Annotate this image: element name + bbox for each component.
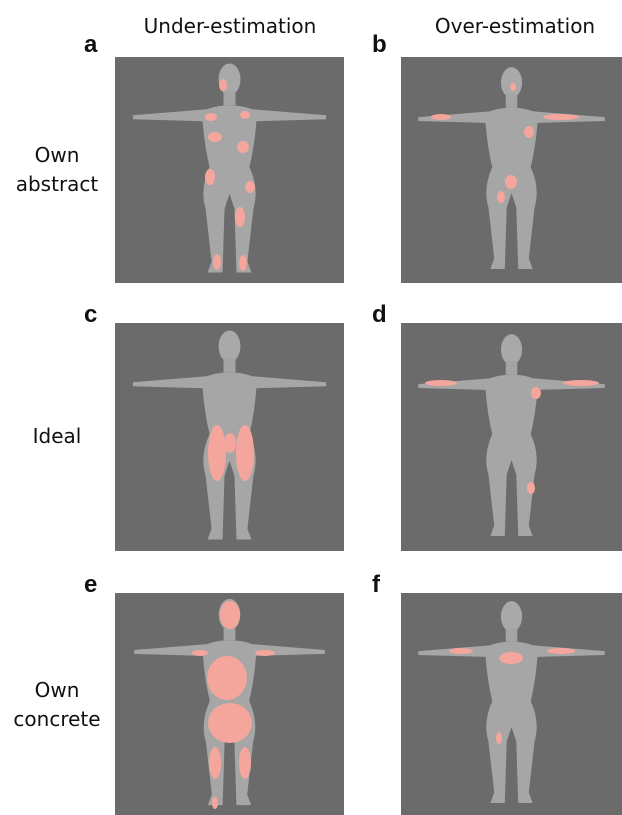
row-label: Own bbox=[35, 143, 80, 167]
panel-image bbox=[401, 593, 622, 815]
panel-letter: d bbox=[372, 301, 387, 328]
column-header: Under-estimation bbox=[144, 14, 317, 38]
panel-letter: a bbox=[84, 31, 98, 58]
panel-image bbox=[115, 323, 344, 551]
panel-image bbox=[401, 57, 622, 283]
row-label: concrete bbox=[13, 707, 100, 731]
column-header: Over-estimation bbox=[435, 14, 595, 38]
panel-letter: f bbox=[372, 571, 381, 598]
row-label: Ideal bbox=[33, 424, 82, 448]
panel-image bbox=[115, 57, 344, 283]
figure: Under-estimation Over-estimation a b Own… bbox=[0, 0, 622, 815]
panel-image bbox=[401, 323, 622, 551]
row-label: abstract bbox=[16, 172, 99, 196]
panel-letter: e bbox=[84, 571, 97, 598]
panel-image bbox=[115, 593, 344, 815]
panel-letter: b bbox=[372, 31, 387, 58]
row-label: Own bbox=[35, 678, 80, 702]
panel-letter: c bbox=[84, 301, 97, 328]
